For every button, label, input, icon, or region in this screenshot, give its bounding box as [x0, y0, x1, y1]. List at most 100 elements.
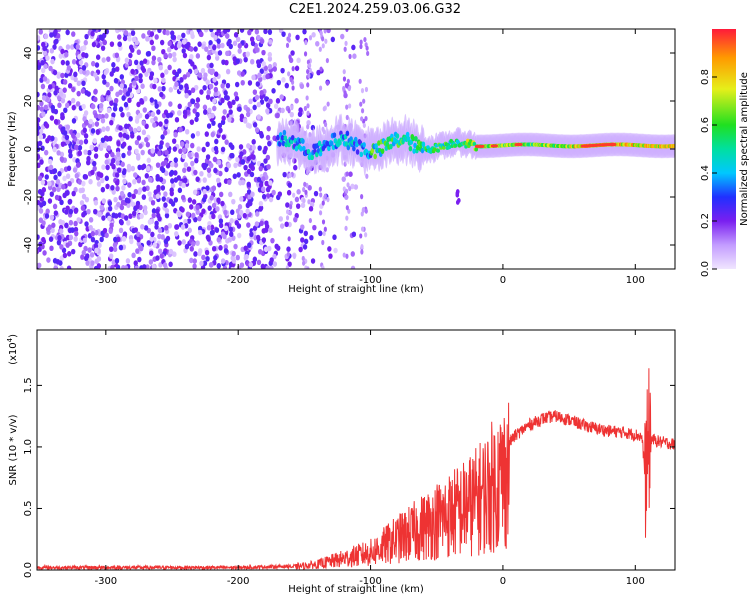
spectrogram-cell [54, 194, 60, 201]
spectrogram-cell [323, 226, 327, 232]
spectrogram-cell [102, 79, 107, 85]
spectrogram-cell [343, 90, 347, 96]
spectrogram-cell [325, 80, 330, 86]
spectrogram-cell [243, 56, 248, 63]
spectrogram-cell [257, 145, 262, 151]
spectrogram-cell [293, 164, 298, 171]
spectrogram-cell [99, 102, 104, 109]
spectrogram-cell [233, 91, 239, 97]
spectrogram-cell [147, 191, 152, 197]
spectrogram-cell [613, 142, 617, 146]
spectrogram-cell [61, 126, 66, 132]
spectrogram-cell [172, 146, 178, 152]
spectrogram-cell [318, 150, 323, 157]
spectrogram-cell [303, 51, 308, 57]
spectrogram-cell [53, 174, 58, 181]
spectrogram-x-tick-label: 100 [626, 275, 645, 286]
colorbar-label: Normalized spectral amplitude [739, 72, 750, 226]
spectrogram-cell [237, 48, 242, 54]
spectrogram-cell [56, 29, 62, 33]
spectrogram-cell [90, 260, 95, 266]
spectrogram-cell [266, 164, 271, 170]
spectrogram-cell [223, 90, 228, 96]
spectrogram-cell [43, 63, 48, 70]
colorbar [712, 29, 736, 269]
spectrogram-cell [56, 150, 61, 156]
spectrogram-cell [80, 205, 86, 211]
spectrogram-cell [194, 152, 199, 158]
spectrogram-cell [130, 201, 136, 208]
spectrogram-cell [164, 69, 169, 75]
spectrogram-cell [37, 121, 40, 128]
spectrogram-cell [319, 30, 323, 36]
spectrogram-cell [327, 246, 332, 252]
spectrogram-cell [112, 242, 118, 248]
spectrogram-cell [147, 67, 152, 74]
spectrogram-cell [134, 139, 140, 146]
snr-frame [36, 329, 676, 571]
spectrogram-cell [348, 103, 352, 109]
spectrogram-cell [173, 131, 178, 138]
spectrogram-cell [177, 240, 182, 246]
spectrogram-cell [136, 49, 141, 56]
spectrogram-cell [150, 231, 155, 238]
spectrogram-cell [163, 130, 168, 136]
snr-y-label: SNR (10 * v/v) [8, 414, 19, 485]
spectrogram-cell [157, 233, 162, 240]
spectrogram-cell [239, 113, 245, 120]
spectrogram-cell [323, 29, 327, 34]
spectrogram-cell [43, 104, 49, 111]
spectrogram-cell [298, 246, 303, 253]
spectrogram-cell [100, 142, 105, 149]
spectrogram-cell [141, 163, 147, 170]
spectrogram-cell [267, 140, 272, 147]
spectrogram-cell [197, 215, 202, 222]
spectrogram-cell [151, 264, 156, 269]
spectrogram-cell [132, 210, 137, 217]
spectrogram-cell [84, 90, 89, 96]
spectrogram-cell [190, 142, 195, 149]
spectrogram-cell [59, 228, 64, 235]
spectrogram-cell [184, 92, 189, 99]
spectrogram-cell [155, 176, 160, 182]
spectrogram-cell [73, 71, 78, 78]
spectrogram-cell [106, 145, 112, 151]
spectrogram-cell [121, 236, 127, 242]
spectrogram-cell [52, 146, 57, 153]
spectrogram-cell [248, 261, 253, 268]
spectrogram-cell [185, 109, 191, 116]
spectrogram-cell [40, 67, 46, 74]
spectrogram-cell [306, 124, 310, 130]
spectrogram-cell [209, 261, 214, 268]
spectrogram-cell [73, 226, 79, 233]
spectrogram-cell [228, 109, 233, 115]
spectrogram-y-tick-label: 20 [23, 95, 34, 108]
spectrogram-cell [389, 143, 393, 150]
spectrogram-cell [236, 172, 241, 178]
spectrogram-cell [212, 156, 218, 163]
spectrogram-cell [174, 231, 179, 237]
spectrogram-cell [245, 208, 250, 214]
spectrogram-cell [360, 194, 364, 200]
spectrogram-cell [120, 213, 126, 220]
spectrogram-cell [172, 51, 177, 58]
spectrogram-cell [148, 74, 154, 81]
spectrogram-cell [82, 237, 88, 244]
spectrogram-cell [59, 244, 64, 250]
spectrogram-cell [190, 165, 195, 172]
snr-y-ticks: 0.0 0.5 1.0 1.5 [23, 377, 675, 578]
spectrogram-cell [289, 77, 293, 83]
spectrogram-cell [316, 69, 321, 76]
spectrogram-cell [284, 221, 289, 228]
spectrogram-cell [310, 124, 316, 131]
spectrogram-cell [202, 84, 207, 91]
spectrogram-cell [111, 212, 116, 219]
spectrogram-cell [136, 64, 141, 70]
spectrogram-cell [218, 127, 223, 134]
spectrogram-cell [129, 238, 134, 245]
spectrogram-cell [345, 29, 349, 33]
spectrogram-cell [133, 172, 138, 178]
spectrogram-cell [211, 245, 217, 252]
spectrogram-cell [134, 148, 139, 155]
spectrogram-cell [49, 29, 54, 33]
